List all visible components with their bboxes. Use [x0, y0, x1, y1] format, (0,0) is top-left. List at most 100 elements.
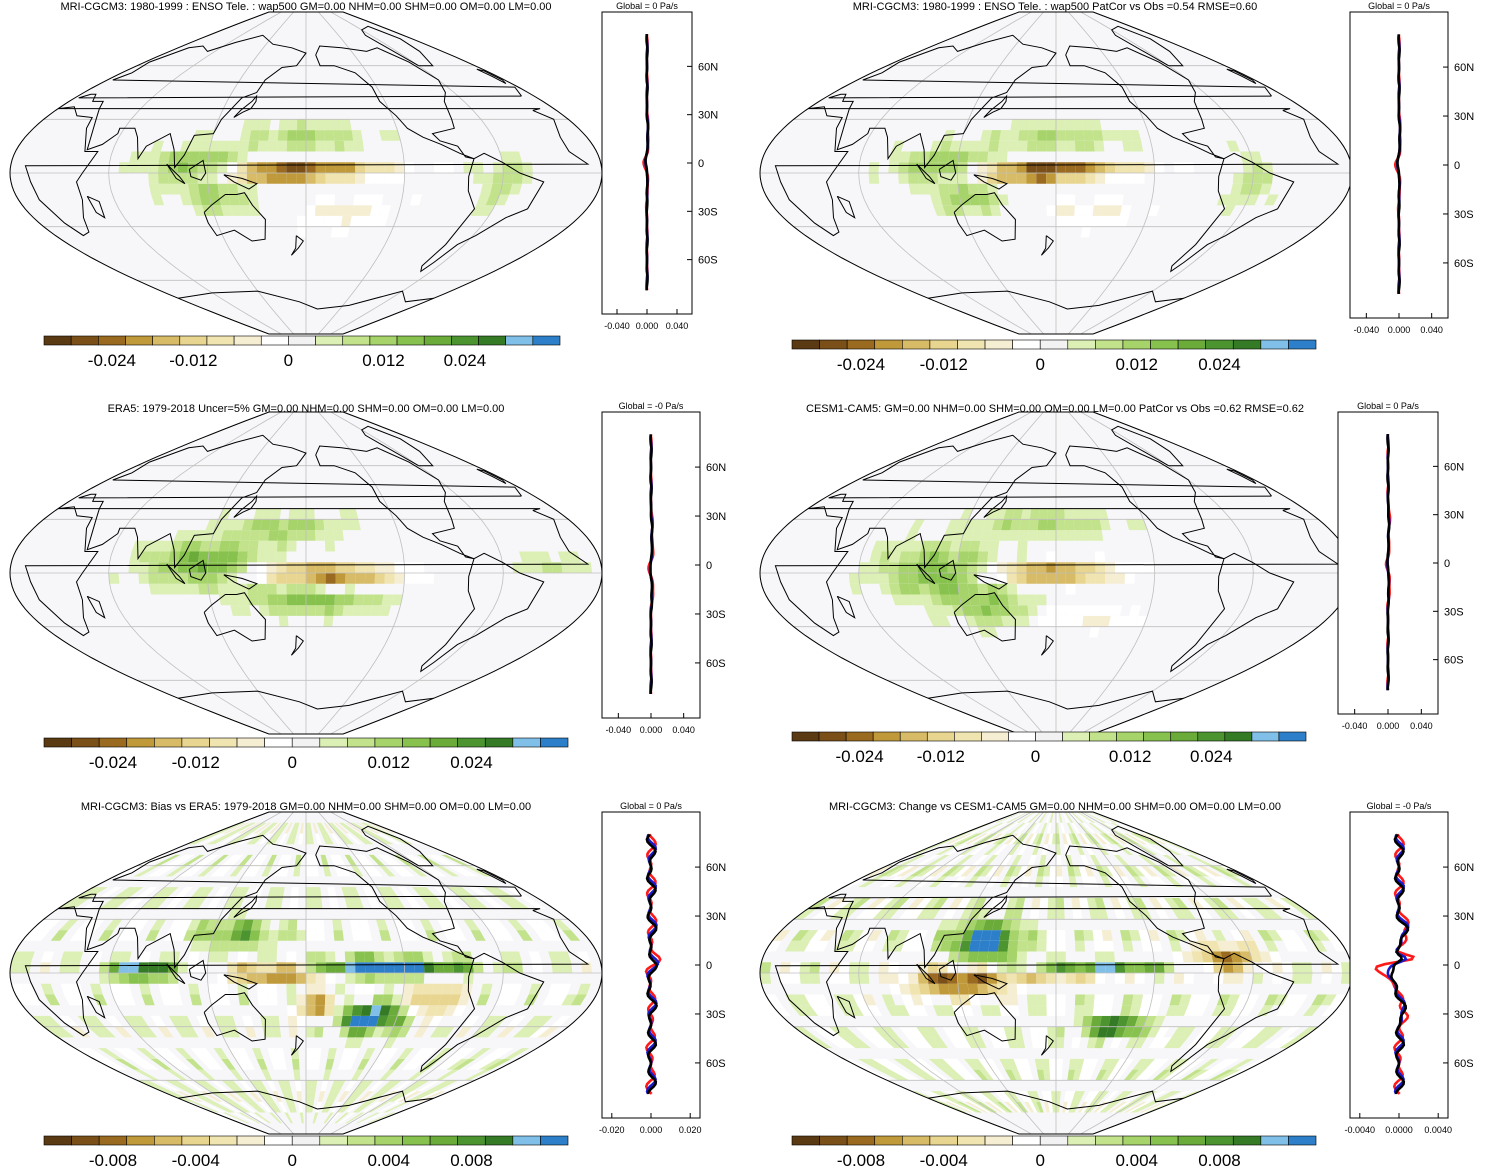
- zonal-ytick-label: 30S: [1444, 606, 1464, 618]
- field-cell: [1096, 1101, 1112, 1113]
- field-cell: [868, 562, 880, 573]
- field-cell: [960, 865, 978, 877]
- field-cell: [339, 226, 350, 238]
- field-cell: [251, 919, 263, 931]
- field-cell: [364, 983, 375, 995]
- field-cell: [329, 897, 340, 909]
- field-cell: [261, 865, 273, 877]
- field-cell: [1281, 962, 1293, 973]
- field-cell: [451, 951, 464, 963]
- field-cell: [1056, 1005, 1066, 1016]
- field-cell: [296, 573, 306, 584]
- panel-3: ERA5: 1979-2018 Uncer=5% GM=0.00 NHM=0.0…: [9, 401, 726, 772]
- colorbar-swatch: [260, 335, 289, 346]
- field-cell: [31, 1015, 53, 1027]
- field-cell: [118, 973, 130, 984]
- field-cell: [137, 854, 167, 866]
- field-cell: [1083, 205, 1094, 216]
- field-cell: [306, 833, 310, 845]
- field-cell: [512, 173, 524, 184]
- field-cell: [209, 540, 221, 552]
- field-cell: [1138, 908, 1153, 920]
- field-cell: [1233, 1037, 1255, 1049]
- field-cell: [968, 1101, 992, 1113]
- zonal-xtick-label: 0.0000: [1385, 1125, 1413, 1135]
- colorbar-swatch: [457, 737, 486, 748]
- field-cell: [1114, 562, 1126, 573]
- field-cell: [951, 1026, 966, 1038]
- field-cell: [1120, 1005, 1132, 1016]
- field-cell: [961, 1005, 974, 1016]
- field-cell: [808, 897, 833, 909]
- field-cell: [131, 540, 146, 552]
- field-cell: [989, 130, 1002, 141]
- field-cell: [470, 205, 486, 216]
- field-cell: [31, 919, 53, 931]
- coastline: [983, 494, 1008, 518]
- field-cell: [989, 530, 1002, 541]
- field-cell: [915, 1069, 938, 1081]
- field-cell: [355, 1101, 374, 1113]
- field-cell: [971, 1058, 986, 1070]
- field-cell: [1036, 962, 1047, 973]
- field-cell: [1114, 173, 1126, 184]
- field-cell: [376, 1058, 391, 1070]
- field-cell: [230, 205, 242, 216]
- field-cell: [247, 183, 258, 195]
- field-cell: [1012, 908, 1023, 920]
- field-cell: [480, 1015, 499, 1027]
- field-cell: [238, 994, 250, 1006]
- field-cell: [1099, 615, 1111, 627]
- field-cell: [907, 1037, 925, 1049]
- field-cell: [1109, 897, 1123, 909]
- field-cell: [1028, 919, 1039, 931]
- field-cell: [213, 887, 229, 898]
- field-cell: [1056, 897, 1065, 909]
- field-cell: [451, 983, 464, 995]
- field-cell: [267, 140, 278, 152]
- field-cell: [315, 605, 325, 616]
- field-cell: [139, 151, 152, 163]
- field-cell: [278, 1101, 288, 1113]
- field-cell: [370, 833, 394, 845]
- colorbar-swatch: [315, 335, 344, 346]
- field-cell: [344, 1080, 357, 1092]
- field-cell: [1211, 1005, 1227, 1016]
- field-cell: [1007, 844, 1021, 855]
- colorbar-swatch: [1232, 1135, 1262, 1146]
- field-cell: [416, 854, 442, 866]
- grid-meridian: [1068, 812, 1156, 1134]
- zonal-title: Global = -0 Pa/s: [619, 401, 684, 411]
- field-cell: [128, 973, 140, 984]
- field-cell: [910, 594, 924, 606]
- field-cell: [1046, 973, 1056, 984]
- field-cell: [1186, 854, 1214, 866]
- field-cell: [189, 994, 202, 1006]
- field-cell: [69, 1026, 92, 1038]
- field-cell: [333, 205, 344, 216]
- field-cell: [248, 897, 260, 909]
- field-cell: [193, 854, 215, 866]
- field-cell: [158, 173, 169, 184]
- map-border: [9, 11, 603, 335]
- field-cell: [1249, 951, 1263, 963]
- field-cell: [1085, 162, 1096, 173]
- field-cell: [256, 173, 267, 184]
- field-cell: [1028, 519, 1039, 531]
- field-cell: [1129, 130, 1142, 141]
- field-cell: [1092, 605, 1104, 616]
- field-cell: [278, 615, 289, 627]
- field-cell: [398, 1048, 414, 1059]
- field-cell: [150, 1015, 167, 1027]
- field-cell: [351, 822, 374, 834]
- field-cell: [454, 887, 476, 898]
- field-cell: [353, 194, 365, 206]
- field-cell: [519, 551, 532, 563]
- field-cell: [954, 1091, 977, 1102]
- field-cell: [324, 530, 335, 541]
- field-cell: [1089, 854, 1102, 866]
- field-cell: [953, 1069, 972, 1081]
- field-cell: [1222, 973, 1234, 984]
- field-cell: [959, 540, 971, 552]
- field-cell: [765, 940, 782, 952]
